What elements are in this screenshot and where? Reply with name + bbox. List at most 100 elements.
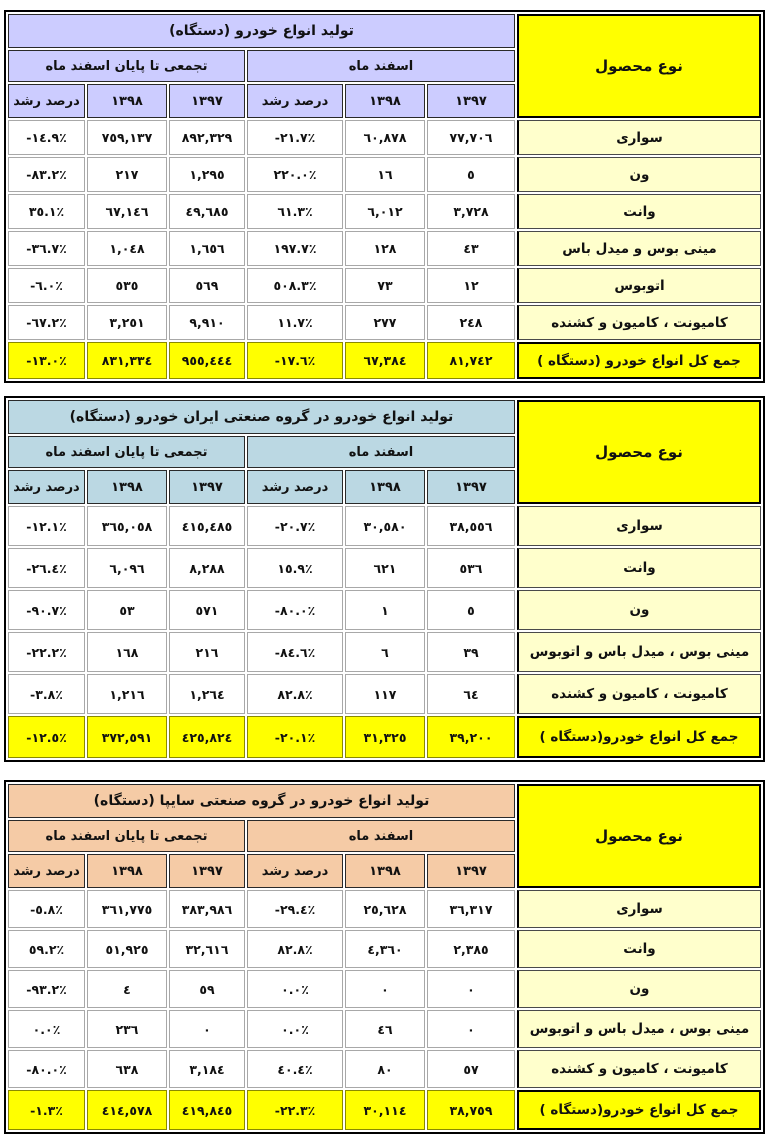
cumulative-1397-cell: ١,٢٦٤ [169, 674, 245, 714]
cumulative-1397-cell: ٣,١٨٤ [169, 1050, 245, 1088]
month-growth-cell: -٨٠.٠٪ [247, 590, 343, 630]
total-month-growth-cell: -٢٢.٣٪ [247, 1090, 343, 1130]
cumulative-1398-cell: ١,٠٤٨ [87, 231, 167, 266]
total-cumulative-1397-cell: ٤١٩,٨٤٥ [169, 1090, 245, 1130]
total-cumulative-1398-cell: ٨٣١,٣٣٤ [87, 342, 167, 379]
cumulative-1397-cell: ٠ [169, 1010, 245, 1048]
month-1398-cell: ٢٧٧ [345, 305, 425, 340]
cumulative-growth-cell: -٦.٠٪ [7, 268, 85, 303]
cumulative-growth-cell: -٨٠.٠٪ [8, 1050, 85, 1088]
year-1397-header: ١٣٩٧ [427, 84, 515, 118]
cumulative-growth-cell: -٩٠.٧٪ [7, 590, 85, 630]
cumulative-growth-cell: -٨٣.٢٪ [7, 157, 85, 192]
cumulative-1398-cell: ٢١٧ [87, 157, 167, 192]
total-month-1398-cell: ٣٠,١١٤ [345, 1090, 425, 1130]
total-row: جمع کل انواع خودرو (دستگاه ) ٨١,٧٤٢ ٦٧,٣٨٤… [7, 342, 761, 379]
group-header-row: اسفند ماه تجمعی تا پایان اسفند ماه [8, 820, 761, 852]
cumulative-1397-cell: ٨٩٢,٣٢٩ [169, 120, 245, 155]
month-1397-cell: ٥ [427, 157, 515, 192]
month-1398-cell: ٧٣ [345, 268, 425, 303]
year-1398-header: ١٣٩٨ [87, 470, 167, 504]
month-1398-cell: ٦ [345, 632, 425, 672]
title-row: نوع محصول تولید انواع خودرو (دستگاه) [7, 14, 761, 118]
month-growth-cell: ١١.٧٪ [247, 305, 343, 340]
month-1398-cell: ١١٧ [345, 674, 425, 714]
total-cumulative-growth-cell: -١٣.٠٪ [7, 342, 85, 379]
month-growth-cell: ٥٠٨.٣٪ [247, 268, 343, 303]
month-growth-cell: ٦١.٣٪ [247, 194, 343, 229]
total-row: جمع کل انواع خودرو(دستگاه ) ٣٩,٢٠٠ ٣١,٣٢٥-… [7, 716, 761, 758]
cumulative-1398-cell: ٦,٠٩٦ [87, 548, 167, 588]
month-growth-cell: ٤٠.٤٪ [247, 1050, 343, 1088]
total-cumulative-growth-cell: -١٢.٥٪ [7, 716, 85, 758]
cumulative-1398-cell: ١,٢١٦ [87, 674, 167, 714]
vehicle-production-table: نوع محصول تولید انواع خودرو در گروه صنعت… [4, 780, 765, 1134]
cumulative-1398-cell: ٣,٢٥١ [87, 305, 167, 340]
cumulative-1397-cell: ٣٢,٦١٦ [169, 930, 245, 968]
cumulative-growth-cell: -٢٢.٢٪ [7, 632, 85, 672]
column-header-row: ١٣٩٧ ١٣٩٨ درصد رشد ١٣٩٧ ١٣٩٨ درصد رشد [7, 84, 761, 118]
month-1398-cell: ٢٥,٦٢٨ [345, 890, 425, 928]
month-growth-cell: ١٥.٩٪ [247, 548, 343, 588]
product-cell: مینی بوس ، میدل باس و اتوبوس [517, 1010, 761, 1048]
cumulative-1398-cell: ٤ [87, 970, 167, 1008]
year-1397-header: ١٣٩٧ [169, 84, 245, 118]
column-header-row: ١٣٩٧ ١٣٩٨ درصد رشد ١٣٩٧ ١٣٩٨ درصد رشد [8, 854, 761, 888]
product-type-header: نوع محصول [517, 14, 761, 118]
cumulative-1398-cell: ٥٣٥ [87, 268, 167, 303]
month-1397-cell: ٠ [427, 1010, 515, 1048]
title-row: نوع محصول تولید انواع خودرو در گروه صنعت… [8, 784, 761, 888]
product-cell: سواری [517, 890, 761, 928]
product-cell: ون [517, 590, 761, 630]
table-row: کامیونت ، کامیون و کشنده ٥٧ ٨٠ ٤٠.٤٪ ٣,١٨٤ ٦٣… [8, 1050, 761, 1088]
cumulative-1397-cell: ١,٦٥٦ [169, 231, 245, 266]
month-1398-cell: ١٢٨ [345, 231, 425, 266]
cumulative-1397-cell: ٥٩ [169, 970, 245, 1008]
total-cumulative-growth-cell: -١.٣٪ [8, 1090, 85, 1130]
month-group-header: اسفند ماه [247, 820, 515, 852]
vehicle-production-table: نوع محصول تولید انواع خودرو در گروه صنعت… [3, 396, 765, 762]
product-cell: اتوبوس [517, 268, 761, 303]
table-row: سواری ٣٨,٥٥٦ ٣٠,٥٨٠ -٢٠.٧٪ ٤١٥,٤٨٥ ٣٦٥,٠٥٨ -١٢… [7, 506, 761, 546]
month-1397-cell: ٥٣٦ [427, 548, 515, 588]
month-growth-cell: ٨٢.٨٪ [247, 674, 343, 714]
cumulative-growth-cell: ٠.٠٪ [8, 1010, 85, 1048]
cumulative-1398-cell: ٥٣ [87, 590, 167, 630]
cumulative-1398-cell: ٢٣٦ [87, 1010, 167, 1048]
product-cell: کامیونت ، کامیون و کشنده [517, 674, 761, 714]
cumulative-growth-cell: -٩٣.٢٪ [8, 970, 85, 1008]
month-group-header: اسفند ماه [247, 436, 515, 468]
year-1397-header: ١٣٩٧ [169, 470, 245, 504]
cumulative-growth-cell: -٣٦.٧٪ [7, 231, 85, 266]
total-month-1397-cell: ٣٩,٢٠٠ [427, 716, 515, 758]
month-1397-cell: ٠ [427, 970, 515, 1008]
growth-percent-header: درصد رشد [247, 854, 343, 888]
product-cell: ون [517, 970, 761, 1008]
table-row: مینی بوس و میدل باس ٤٣ ١٢٨ ١٩٧.٧٪ ١,٦٥٦ ١,٠٤٨… [7, 231, 761, 266]
month-1398-cell: ٦,٠١٢ [345, 194, 425, 229]
month-1397-cell: ٦٤ [427, 674, 515, 714]
cumulative-1398-cell: ٣٦٥,٠٥٨ [87, 506, 167, 546]
cumulative-1397-cell: ٥٦٩ [169, 268, 245, 303]
month-growth-cell: ١٩٧.٧٪ [247, 231, 343, 266]
product-type-header: نوع محصول [517, 784, 761, 888]
year-1398-header: ١٣٩٨ [87, 854, 167, 888]
total-row: جمع کل انواع خودرو(دستگاه ) ٣٨,٧٥٩ ٣٠,١١٤-… [8, 1090, 761, 1130]
month-1397-cell: ٣٩ [427, 632, 515, 672]
cumulative-1398-cell: ٦٣٨ [87, 1050, 167, 1088]
table-row: مینی بوس ، میدل باس و اتوبوس ٣٩ ٦ -٨٤.٦٪ ٢١٦… [7, 632, 761, 672]
total-month-growth-cell: -١٧.٦٪ [247, 342, 343, 379]
month-1398-cell: ٨٠ [345, 1050, 425, 1088]
year-1398-header: ١٣٩٨ [345, 84, 425, 118]
cumulative-group-header: تجمعی تا پایان اسفند ماه [7, 50, 245, 82]
year-1397-header: ١٣٩٧ [427, 470, 515, 504]
month-1398-cell: ٦٢١ [345, 548, 425, 588]
total-month-1398-cell: ٣١,٣٢٥ [345, 716, 425, 758]
cumulative-1398-cell: ٣٦١,٧٧٥ [87, 890, 167, 928]
product-cell: کامیونت ، کامیون و کشنده [517, 1050, 761, 1088]
product-cell: وانت [517, 194, 761, 229]
total-month-growth-cell: -٢٠.١٪ [247, 716, 343, 758]
month-1397-cell: ١٢ [427, 268, 515, 303]
month-1398-cell: ٣٠,٥٨٠ [345, 506, 425, 546]
cumulative-1398-cell: ١٦٨ [87, 632, 167, 672]
